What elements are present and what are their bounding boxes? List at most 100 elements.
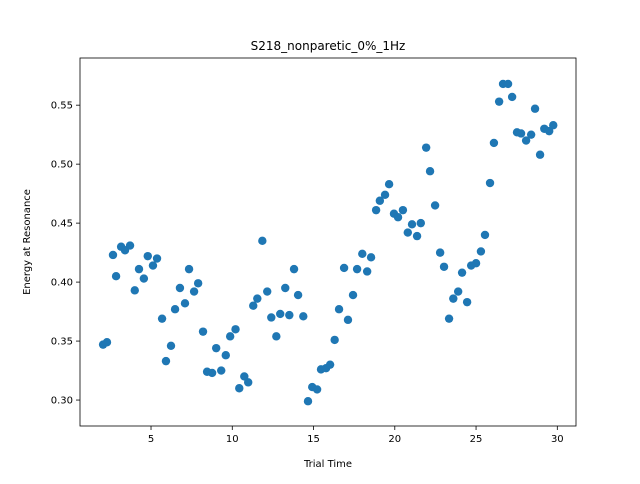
scatter-point xyxy=(471,259,481,268)
scatter-point xyxy=(249,301,258,310)
scatter-point xyxy=(449,294,458,303)
scatter-point xyxy=(544,126,554,136)
scatter-point xyxy=(425,167,435,176)
scatter-point xyxy=(416,218,425,228)
scatter-point xyxy=(398,205,408,215)
scatter-point xyxy=(503,79,513,89)
scatter-point xyxy=(211,343,221,353)
scatter-point xyxy=(157,314,167,323)
scatter-point xyxy=(221,351,230,360)
scatter-point xyxy=(108,250,118,260)
scatter-point xyxy=(330,335,339,345)
scatter-point xyxy=(143,251,152,261)
y-tick-label: 0.30 xyxy=(51,396,73,407)
scatter-point xyxy=(485,178,495,188)
x-tick-label: 15 xyxy=(307,434,320,445)
chart-title: S218_nonparetic_0%_1Hz xyxy=(251,39,406,53)
scatter-point xyxy=(180,299,190,308)
scatter-point xyxy=(435,248,445,257)
scatter-point xyxy=(530,104,540,113)
x-axis-label: Trial Time xyxy=(303,459,352,470)
scatter-point xyxy=(289,264,299,274)
scatter-point xyxy=(111,272,121,281)
scatter-point xyxy=(358,249,367,258)
scatter-point xyxy=(334,305,344,314)
scatter-point xyxy=(421,143,431,152)
scatter-point xyxy=(272,332,281,341)
scatter-point xyxy=(193,279,203,288)
scatter-point xyxy=(457,268,467,277)
scatter-point xyxy=(253,294,262,303)
scatter-point xyxy=(453,287,463,296)
y-tick-label: 0.35 xyxy=(51,337,73,348)
scatter-point xyxy=(299,312,308,321)
scatter-point xyxy=(312,385,322,394)
scatter-point xyxy=(325,360,335,369)
x-tick-label: 20 xyxy=(388,434,401,445)
scatter-point xyxy=(130,286,139,295)
y-tick-label: 0.45 xyxy=(51,219,73,230)
scatter-point xyxy=(189,287,199,296)
scatter-point xyxy=(281,283,290,293)
scatter-point xyxy=(225,332,235,341)
scatter-point xyxy=(235,384,244,393)
scatter-point xyxy=(521,136,531,145)
y-tick-label: 0.55 xyxy=(51,101,73,112)
scatter-point xyxy=(276,309,285,319)
scatter-point xyxy=(371,205,381,215)
scatter-point xyxy=(362,267,372,276)
scatter-point xyxy=(184,264,194,274)
scatter-point xyxy=(476,247,486,256)
scatter-point xyxy=(348,290,358,300)
x-tick-label: 30 xyxy=(551,434,564,445)
scatter-point xyxy=(231,325,240,334)
x-tick-label: 25 xyxy=(470,434,483,445)
scatter-point xyxy=(439,262,449,271)
scatter-point xyxy=(535,150,545,159)
scatter-point xyxy=(412,231,422,241)
scatter-point xyxy=(217,366,226,375)
x-tick-label: 5 xyxy=(148,434,154,445)
y-axis-label: Energy at Resonance xyxy=(22,189,33,295)
scatter-point xyxy=(285,310,294,320)
scatter-point xyxy=(175,283,185,293)
scatter-point xyxy=(240,372,249,381)
scatter-point xyxy=(161,356,171,366)
y-tick-label: 0.40 xyxy=(51,278,73,289)
scatter-point xyxy=(102,338,112,347)
scatter-point xyxy=(207,368,217,378)
scatter-point xyxy=(393,213,403,222)
scatter-point xyxy=(244,378,253,387)
scatter-point xyxy=(489,138,499,148)
scatter-point xyxy=(407,220,417,229)
scatter-point xyxy=(134,264,144,274)
plot-frame xyxy=(79,57,577,427)
scatter-point xyxy=(166,341,176,350)
y-tick-label: 0.50 xyxy=(51,160,73,171)
scatter-point xyxy=(293,290,303,300)
scatter-point xyxy=(526,130,536,139)
scatter-point xyxy=(462,297,472,307)
scatter-point xyxy=(380,190,390,200)
scatter-point xyxy=(430,201,440,210)
scatter-point xyxy=(263,287,272,296)
scatter-point xyxy=(170,305,180,314)
scatter-point xyxy=(258,236,267,246)
scatter-point xyxy=(152,254,162,263)
scatter-point xyxy=(366,253,376,262)
scatter-point xyxy=(267,313,276,322)
scatter-point xyxy=(352,264,362,274)
scatter-point xyxy=(507,92,517,102)
scatter-point xyxy=(516,129,526,138)
scatter-point xyxy=(494,97,504,106)
scatter-point xyxy=(343,315,353,325)
scatter-point xyxy=(384,180,394,189)
scatter-point xyxy=(339,263,349,273)
scatter-point xyxy=(549,121,558,130)
scatter-point xyxy=(148,261,158,270)
scatter-point xyxy=(444,314,454,323)
scatter-point xyxy=(139,274,149,283)
scatter-point xyxy=(198,327,208,336)
scatter-point xyxy=(125,241,135,250)
